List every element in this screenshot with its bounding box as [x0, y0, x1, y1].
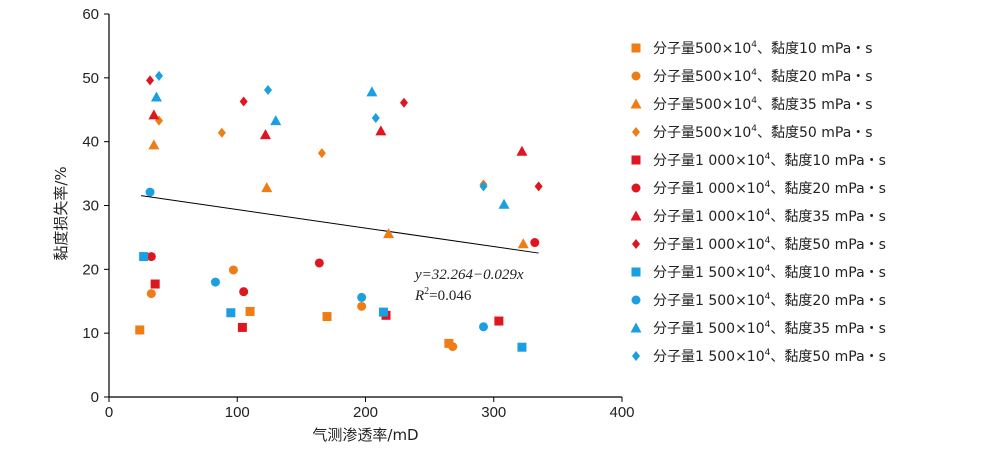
data-point	[135, 325, 145, 335]
legend-marker	[630, 98, 642, 109]
data-point	[139, 252, 149, 262]
data-point	[517, 238, 529, 249]
y-tick-label: 20	[82, 261, 99, 278]
data-point	[375, 125, 387, 136]
trendline-equation: y=32.264−0.029x	[413, 267, 524, 283]
data-point	[516, 145, 528, 156]
legend-marker	[632, 351, 640, 361]
data-point	[237, 322, 247, 332]
legend-marker	[631, 43, 641, 53]
y-tick-label: 10	[82, 325, 99, 342]
legend-marker	[631, 267, 641, 277]
x-tick-label: 100	[225, 404, 250, 421]
legend-label: 分子量500×104、黏度20 mPa・s	[653, 68, 873, 85]
data-point	[239, 96, 248, 107]
legend-label: 分子量1 500×104、黏度10 mPa・s	[653, 264, 886, 281]
legend-marker	[630, 322, 642, 333]
plot-area	[135, 70, 543, 352]
data-point	[498, 198, 510, 209]
data-point	[226, 308, 236, 318]
y-tick-label: 50	[82, 70, 99, 87]
data-point	[148, 139, 160, 150]
data-point	[444, 338, 454, 348]
data-point	[366, 86, 378, 97]
legend-label: 分子量1 000×104、黏度20 mPa・s	[653, 180, 886, 197]
data-point	[245, 306, 255, 316]
legend-label: 分子量1 000×104、黏度50 mPa・s	[653, 236, 886, 253]
data-point	[150, 279, 160, 289]
legend-marker	[631, 183, 641, 193]
legend-label: 分子量1 000×104、黏度10 mPa・s	[653, 152, 886, 169]
data-point	[145, 187, 155, 197]
legend-marker	[632, 239, 640, 249]
data-point	[259, 129, 271, 140]
trendline-r2: R2=0.046	[414, 286, 472, 304]
legend-marker	[631, 295, 641, 305]
legend: 分子量500×104、黏度10 mPa・s 分子量500×104、黏度20 mPa…	[630, 40, 886, 365]
data-point	[517, 342, 527, 352]
data-point	[314, 258, 324, 268]
data-point	[264, 84, 273, 95]
data-point	[210, 277, 220, 287]
data-point	[378, 307, 388, 317]
x-tick-label: 200	[353, 404, 378, 421]
data-point	[317, 148, 326, 159]
data-point	[146, 289, 156, 299]
data-point	[155, 70, 164, 81]
y-tick-label: 60	[82, 6, 99, 23]
legend-marker	[631, 71, 641, 81]
data-point	[530, 238, 540, 248]
legend-label: 分子量500×104、黏度50 mPa・s	[653, 124, 873, 141]
legend-label: 分子量1 000×104、黏度35 mPa・s	[653, 208, 886, 225]
legend-label: 分子量1 500×104、黏度20 mPa・s	[653, 292, 886, 309]
legend-marker	[630, 210, 642, 221]
x-axis-title: 气测渗透率/mD	[312, 426, 418, 444]
data-point	[478, 322, 488, 332]
y-tick-label: 40	[82, 134, 99, 151]
axes: 0 100 200 300 400 0 10 20 30 40 50 60 气测渗透率/mD 黏度损失率/…	[52, 6, 635, 444]
x-tick-label: 300	[481, 404, 506, 421]
data-point	[270, 115, 282, 126]
data-point	[217, 127, 226, 138]
data-point	[357, 301, 367, 311]
legend-label: 分子量500×104、黏度35 mPa・s	[653, 96, 873, 113]
data-point	[322, 312, 332, 322]
legend-label: 分子量1 500×104、黏度50 mPa・s	[653, 348, 886, 365]
data-point	[150, 91, 162, 102]
data-point	[399, 97, 408, 108]
data-point	[239, 287, 249, 297]
data-point	[534, 181, 543, 192]
x-tick-label: 0	[105, 404, 113, 421]
data-point	[357, 292, 367, 302]
data-point	[148, 109, 160, 120]
trendline	[140, 195, 539, 254]
data-point	[146, 252, 156, 262]
legend-label: 分子量1 500×104、黏度35 mPa・s	[653, 320, 886, 337]
legend-marker	[632, 127, 640, 137]
data-point	[228, 265, 238, 275]
legend-marker	[631, 155, 641, 165]
trendline-annotation: y=32.264−0.029x R2=0.046	[413, 267, 524, 304]
data-point	[383, 228, 395, 239]
data-point	[371, 113, 380, 124]
data-point	[261, 182, 273, 193]
data-point	[494, 316, 504, 326]
x-tick-label: 400	[609, 404, 634, 421]
legend-label: 分子量500×104、黏度10 mPa・s	[653, 40, 873, 57]
data-point	[448, 342, 458, 352]
y-tick-label: 30	[82, 198, 99, 215]
y-tick-label: 0	[91, 389, 99, 406]
data-point	[479, 181, 488, 192]
data-point	[146, 75, 155, 86]
y-axis-title: 黏度损失率/%	[52, 166, 70, 260]
